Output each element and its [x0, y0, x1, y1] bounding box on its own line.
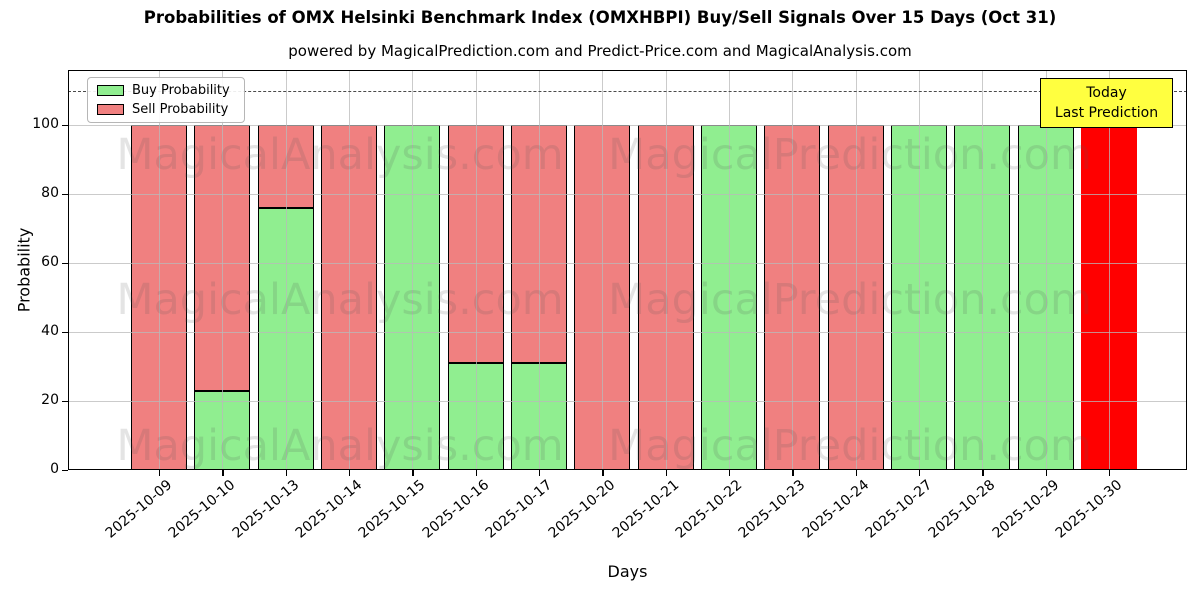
- x-tick-mark: [855, 470, 857, 476]
- v-gridline: [919, 70, 920, 470]
- x-tick-mark: [539, 470, 541, 476]
- x-axis-label: Days: [607, 562, 648, 581]
- today-annotation-line2: Last Prediction: [1054, 105, 1159, 121]
- legend: Buy Probability Sell Probability: [87, 77, 245, 123]
- v-gridline: [159, 70, 160, 470]
- v-gridline: [982, 70, 984, 470]
- h-gridline: [68, 263, 1187, 265]
- y-tick-label: 100: [32, 116, 59, 133]
- v-gridline: [539, 70, 540, 470]
- watermark-text: MagicalAnalysis.com: [116, 130, 564, 180]
- y-tick-mark: [62, 401, 68, 403]
- x-tick-mark: [222, 470, 224, 476]
- watermark-text: MagicalAnalysis.com: [116, 421, 564, 471]
- h-gridline: [68, 401, 1187, 403]
- watermark-text: MagicalAnalysis.com: [116, 275, 564, 325]
- chart-title: Probabilities of OMX Helsinki Benchmark …: [143, 8, 1057, 27]
- y-tick-mark: [62, 332, 68, 334]
- v-gridline: [475, 70, 477, 470]
- today-annotation: Today Last Prediction: [1040, 78, 1173, 128]
- y-tick-mark: [62, 125, 68, 127]
- legend-label-sell: Sell Probability: [132, 102, 229, 117]
- legend-item-sell: Sell Probability: [88, 102, 244, 117]
- today-annotation-line1: Today: [1086, 84, 1127, 101]
- x-tick-mark: [729, 470, 731, 476]
- x-tick-mark: [602, 470, 604, 476]
- dashed-threshold-line: [68, 90, 1187, 92]
- buy-color-swatch: [97, 85, 124, 96]
- v-gridline: [222, 70, 224, 470]
- y-tick-mark: [62, 194, 68, 196]
- watermark-text: MagicalPrediction.com: [608, 275, 1092, 325]
- v-gridline: [349, 70, 350, 470]
- x-tick-mark: [665, 470, 667, 476]
- v-gridline: [792, 70, 794, 470]
- watermark-text: MagicalPrediction.com: [608, 130, 1092, 180]
- y-tick-mark: [62, 470, 68, 472]
- x-tick-mark: [349, 470, 351, 476]
- y-tick-label: 60: [41, 254, 59, 271]
- y-tick-label: 80: [41, 185, 59, 202]
- x-tick-mark: [982, 470, 984, 476]
- sell-color-swatch: [97, 104, 124, 115]
- y-tick-label: 0: [50, 461, 59, 477]
- y-tick-mark: [62, 263, 68, 265]
- watermark-text: MagicalPrediction.com: [608, 421, 1092, 471]
- v-gridline: [1045, 70, 1047, 470]
- y-tick-label: 20: [41, 392, 59, 409]
- h-gridline: [68, 332, 1187, 334]
- x-tick-mark: [475, 470, 477, 476]
- v-gridline: [665, 70, 667, 470]
- v-gridline: [602, 70, 604, 470]
- chart-subtitle: powered by MagicalPrediction.com and Pre…: [288, 42, 912, 60]
- x-tick-mark: [285, 470, 287, 476]
- x-tick-mark: [159, 470, 161, 476]
- plot-area: [68, 70, 1187, 470]
- v-gridline: [729, 70, 730, 470]
- x-tick-mark: [1045, 470, 1047, 476]
- x-tick-mark: [919, 470, 921, 476]
- v-gridline: [285, 70, 287, 470]
- v-gridline: [1109, 70, 1110, 470]
- v-gridline: [412, 70, 414, 470]
- y-tick-label: 40: [41, 323, 59, 340]
- h-gridline: [68, 194, 1187, 196]
- x-tick-mark: [412, 470, 414, 476]
- legend-item-buy: Buy Probability: [88, 83, 244, 98]
- x-tick-mark: [1109, 470, 1111, 476]
- x-tick-mark: [792, 470, 794, 476]
- v-gridline: [855, 70, 857, 470]
- h-gridline: [68, 125, 1187, 127]
- legend-label-buy: Buy Probability: [132, 83, 230, 98]
